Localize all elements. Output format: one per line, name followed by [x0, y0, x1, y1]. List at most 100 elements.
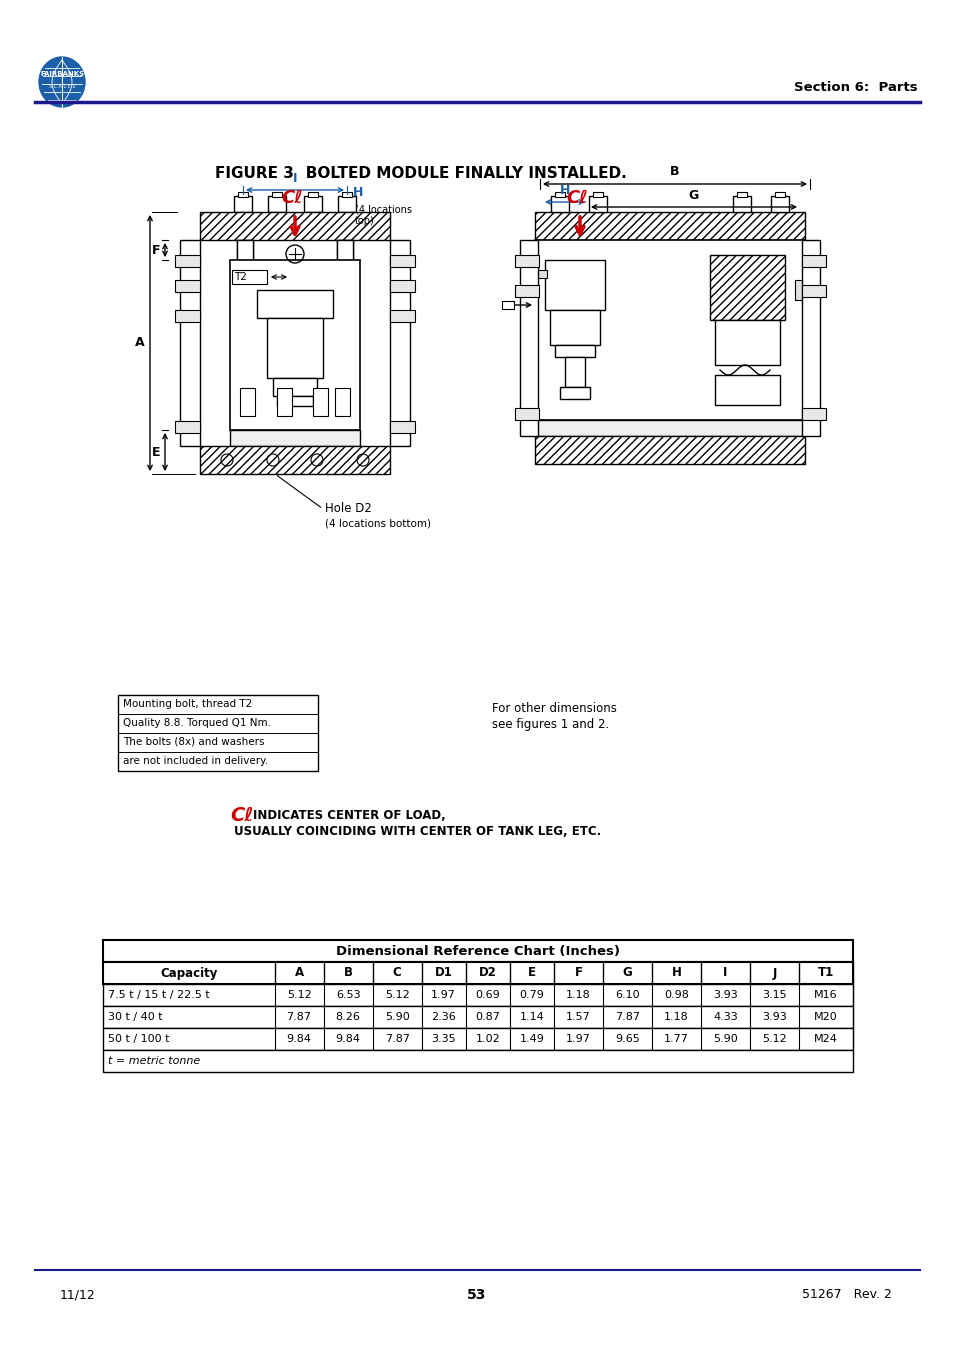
Bar: [230, 430, 359, 446]
Text: H: H: [671, 966, 680, 979]
Bar: [390, 422, 415, 434]
Text: 0.69: 0.69: [475, 990, 499, 1000]
Text: 2.36: 2.36: [431, 1012, 456, 1021]
Text: M16: M16: [813, 990, 837, 1000]
Text: 7.87: 7.87: [384, 1034, 409, 1044]
Text: FIGURE 3: FIGURE 3: [214, 166, 294, 181]
Bar: [555, 192, 564, 197]
Bar: [801, 285, 825, 297]
Bar: [390, 240, 410, 446]
Text: 5.12: 5.12: [287, 990, 311, 1000]
Bar: [267, 317, 323, 378]
Bar: [118, 694, 317, 771]
Text: 9.65: 9.65: [615, 1034, 639, 1044]
Text: 7.87: 7.87: [615, 1012, 639, 1021]
Bar: [273, 378, 316, 396]
Text: 3.93: 3.93: [713, 990, 738, 1000]
Text: 0.87: 0.87: [475, 1012, 499, 1021]
Bar: [501, 301, 514, 309]
Text: 9.84: 9.84: [335, 1034, 360, 1044]
Bar: [268, 196, 286, 212]
Text: C: C: [393, 966, 401, 979]
Text: 7.5 t / 15 t / 22.5 t: 7.5 t / 15 t / 22.5 t: [108, 990, 210, 1000]
Bar: [276, 388, 292, 416]
Text: 5.12: 5.12: [761, 1034, 786, 1044]
Bar: [232, 270, 267, 284]
Text: Cℓ: Cℓ: [230, 805, 253, 824]
Bar: [236, 240, 253, 262]
Bar: [535, 436, 804, 463]
Bar: [535, 240, 804, 420]
Bar: [236, 240, 253, 262]
Bar: [174, 280, 200, 292]
Bar: [535, 420, 804, 436]
Text: Hole D2: Hole D2: [325, 503, 372, 516]
Bar: [593, 192, 602, 197]
Text: B: B: [343, 966, 353, 979]
Text: 5.90: 5.90: [713, 1034, 738, 1044]
Bar: [801, 408, 825, 420]
Text: 51267   Rev. 2: 51267 Rev. 2: [801, 1289, 891, 1301]
Text: Cℓ: Cℓ: [281, 189, 302, 207]
Text: A: A: [135, 336, 145, 350]
Bar: [336, 240, 353, 262]
Text: 4.33: 4.33: [713, 1012, 738, 1021]
Text: are not included in delivery.: are not included in delivery.: [123, 757, 268, 766]
Text: 50 t / 100 t: 50 t / 100 t: [108, 1034, 170, 1044]
Text: 1.97: 1.97: [431, 990, 456, 1000]
Bar: [551, 196, 568, 212]
Text: G: G: [688, 189, 699, 203]
Text: 7.87: 7.87: [286, 1012, 312, 1021]
Text: Section 6:  Parts: Section 6: Parts: [794, 81, 917, 95]
Text: 5.90: 5.90: [384, 1012, 409, 1021]
Bar: [519, 240, 537, 436]
Text: Cℓ: Cℓ: [565, 189, 587, 207]
Text: G: G: [622, 966, 632, 979]
Bar: [535, 270, 546, 278]
Text: A: A: [294, 966, 303, 979]
Text: D1: D1: [435, 966, 452, 979]
Text: S C A L E S: S C A L E S: [49, 85, 75, 89]
Text: t = metric tonne: t = metric tonne: [108, 1056, 200, 1066]
Text: 1.77: 1.77: [663, 1034, 688, 1044]
Text: 30 t / 40 t: 30 t / 40 t: [108, 1012, 162, 1021]
Text: 0.98: 0.98: [663, 990, 688, 1000]
Bar: [230, 259, 359, 430]
Bar: [103, 962, 852, 984]
Bar: [313, 388, 328, 416]
Text: D2: D2: [478, 966, 497, 979]
Bar: [770, 196, 788, 212]
Bar: [535, 212, 804, 240]
Text: M20: M20: [813, 1012, 837, 1021]
Bar: [390, 309, 415, 322]
Ellipse shape: [39, 57, 85, 107]
Text: 6.53: 6.53: [335, 990, 360, 1000]
Bar: [801, 240, 820, 436]
Bar: [308, 192, 317, 197]
Text: For other dimensions: For other dimensions: [492, 703, 617, 715]
Text: 1.02: 1.02: [475, 1034, 499, 1044]
Text: M24: M24: [813, 1034, 837, 1044]
Bar: [564, 357, 584, 386]
Text: 53: 53: [467, 1288, 486, 1302]
Text: 1.57: 1.57: [565, 1012, 590, 1021]
Bar: [588, 196, 606, 212]
Text: E: E: [527, 966, 536, 979]
Bar: [390, 255, 415, 267]
Bar: [714, 376, 780, 405]
Bar: [774, 192, 784, 197]
Text: F: F: [152, 243, 160, 257]
Text: 3.93: 3.93: [761, 1012, 786, 1021]
Bar: [240, 388, 254, 416]
Text: INDICATES CENTER OF LOAD,: INDICATES CENTER OF LOAD,: [253, 809, 445, 821]
Text: Capacity: Capacity: [160, 966, 217, 979]
Text: Dimensional Reference Chart (Inches): Dimensional Reference Chart (Inches): [335, 944, 619, 958]
Bar: [794, 280, 808, 300]
Bar: [103, 940, 852, 962]
Bar: [390, 280, 415, 292]
Text: 6.10: 6.10: [615, 990, 639, 1000]
Text: Quality 8.8. Torqued Q1 Nm.: Quality 8.8. Torqued Q1 Nm.: [123, 717, 271, 728]
Text: 9.84: 9.84: [286, 1034, 312, 1044]
Text: The bolts (8x) and washers: The bolts (8x) and washers: [123, 738, 264, 747]
Text: 3.35: 3.35: [431, 1034, 456, 1044]
